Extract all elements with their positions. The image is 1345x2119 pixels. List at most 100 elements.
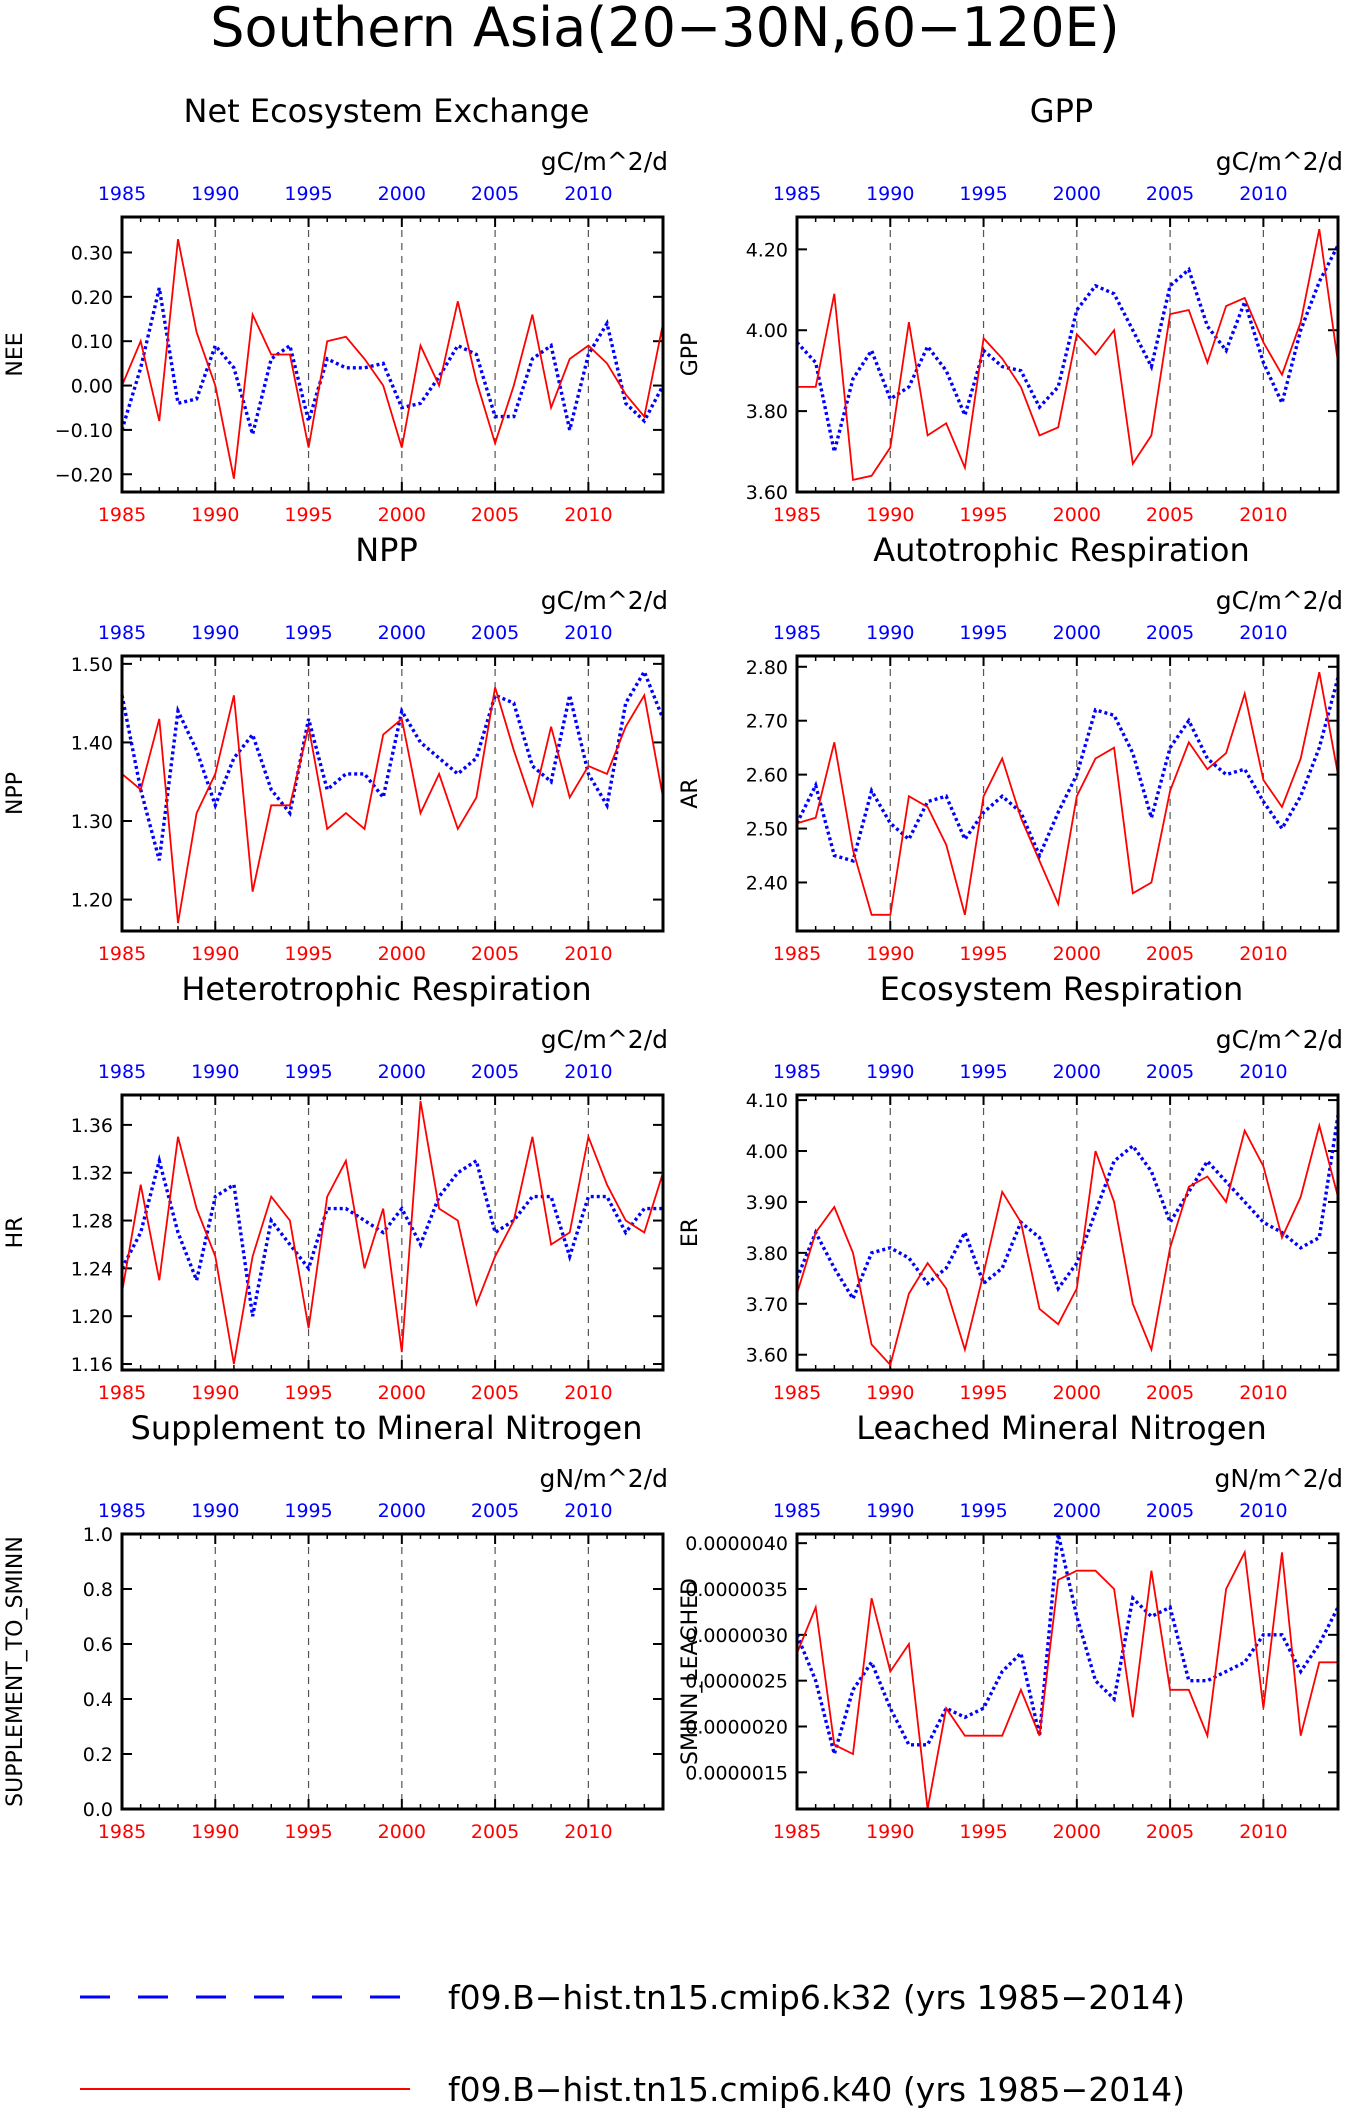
figure-title: Southern Asia(20−30N,60−120E) <box>210 0 1119 59</box>
chart-6-xtick-label-bottom-0: 1985 <box>98 1821 146 1843</box>
chart-4-xtick-label-top-1: 1990 <box>191 1061 239 1083</box>
chart-3-ytick-label-2: 2.60 <box>746 765 788 787</box>
chart-7-ytick-label-0: 0.0000015 <box>685 1762 788 1784</box>
chart-4-ytick-label-2: 1.24 <box>71 1258 113 1280</box>
chart-3-ytick-label-1: 2.50 <box>746 819 788 841</box>
chart-7-units: gN/m^2/d <box>1215 1464 1344 1493</box>
chart-1-xtick-label-bottom-5: 2010 <box>1239 504 1287 526</box>
chart-5-xtick-label-top-5: 2010 <box>1239 1061 1287 1083</box>
chart-7-ylabel: SMINN_LEACHED <box>678 1578 703 1765</box>
chart-1-ytick-label-1: 3.80 <box>746 401 788 423</box>
chart-4-xtick-label-top-3: 2000 <box>378 1061 426 1083</box>
chart-3-xtick-label-bottom-4: 2005 <box>1146 943 1194 965</box>
chart-6-ytick-label-4: 0.8 <box>83 1579 113 1601</box>
chart-2-title: NPP <box>355 531 418 569</box>
chart-6-ytick-label-2: 0.4 <box>83 1689 113 1711</box>
chart-1-ytick-label-0: 3.60 <box>746 482 788 504</box>
chart-0-xtick-label-bottom-3: 2000 <box>378 504 426 526</box>
chart-2-xtick-label-top-5: 2010 <box>564 622 612 644</box>
chart-1-frame <box>795 215 1340 494</box>
chart-6-ytick-label-1: 0.2 <box>83 1744 113 1766</box>
chart-4-xtick-label-top-2: 1995 <box>284 1061 332 1083</box>
chart-6-xtick-label-top-2: 1995 <box>284 1500 332 1522</box>
chart-4-xtick-label-bottom-3: 2000 <box>378 1382 426 1404</box>
chart-6-xtick-label-top-4: 2005 <box>471 1500 519 1522</box>
chart-1-ytick-label-3: 4.20 <box>746 239 788 261</box>
chart-1-xtick-label-bottom-0: 1985 <box>773 504 821 526</box>
chart-0-xtick-label-top-3: 2000 <box>378 183 426 205</box>
chart-7-xtick-label-bottom-2: 1995 <box>959 1821 1007 1843</box>
chart-4-xtick-label-bottom-2: 1995 <box>284 1382 332 1404</box>
chart-6-xtick-label-top-1: 1990 <box>191 1500 239 1522</box>
chart-2-xtick-label-top-4: 2005 <box>471 622 519 644</box>
chart-1-xtick-label-top-2: 1995 <box>959 183 1007 205</box>
chart-5-title: Ecosystem Respiration <box>880 970 1244 1008</box>
chart-1-units: gC/m^2/d <box>1216 147 1343 176</box>
chart-3-xtick-label-top-5: 2010 <box>1239 622 1287 644</box>
chart-6-xtick-label-top-3: 2000 <box>378 1500 426 1522</box>
chart-1-xtick-label-bottom-4: 2005 <box>1146 504 1194 526</box>
chart-4-ytick-label-1: 1.20 <box>71 1306 113 1328</box>
chart-4-title: Heterotrophic Respiration <box>181 970 591 1008</box>
chart-2-xtick-label-bottom-2: 1995 <box>284 943 332 965</box>
chart-6-ylabel: SUPPLEMENT_TO_SMINN <box>3 1536 28 1807</box>
chart-0-ytick-label-2: 0.00 <box>71 376 113 398</box>
chart-1-xtick-label-bottom-2: 1995 <box>959 504 1007 526</box>
chart-2-xtick-label-bottom-4: 2005 <box>471 943 519 965</box>
chart-7: Leached Mineral Nitrogen gN/m^2/d SMINN_LE… <box>678 1409 1343 1843</box>
chart-3-ytick-label-4: 2.80 <box>746 657 788 679</box>
chart-5-xtick-label-bottom-5: 2010 <box>1239 1382 1287 1404</box>
chart-0-xtick-label-bottom-1: 1990 <box>191 504 239 526</box>
chart-5-ytick-label-0: 3.60 <box>746 1345 788 1367</box>
chart-2-frame <box>120 654 665 933</box>
chart-1-xtick-label-top-0: 1985 <box>773 183 821 205</box>
chart-4-ylabel: HR <box>3 1217 28 1249</box>
chart-2-xtick-label-top-2: 1995 <box>284 622 332 644</box>
chart-6-xtick-label-bottom-3: 2000 <box>378 1821 426 1843</box>
chart-4-xtick-label-bottom-0: 1985 <box>98 1382 146 1404</box>
chart-2-xtick-label-bottom-5: 2010 <box>564 943 612 965</box>
chart-3-ytick-label-0: 2.40 <box>746 872 788 894</box>
chart-5: Ecosystem Respiration gC/m^2/d ER 1985 1985 1… <box>678 970 1343 1404</box>
chart-6-ytick-label-5: 1.0 <box>83 1524 113 1546</box>
chart-5-xtick-label-top-0: 1985 <box>773 1061 821 1083</box>
chart-3-xtick-label-top-3: 2000 <box>1053 622 1101 644</box>
chart-3-xtick-label-bottom-1: 1990 <box>866 943 914 965</box>
chart-5-xtick-label-bottom-0: 1985 <box>773 1382 821 1404</box>
chart-5-ytick-label-4: 4.00 <box>746 1141 788 1163</box>
chart-4-xtick-label-bottom-4: 2005 <box>471 1382 519 1404</box>
chart-3-xtick-label-bottom-0: 1985 <box>773 943 821 965</box>
chart-3-frame <box>795 654 1340 933</box>
chart-1-xtick-label-bottom-1: 1990 <box>866 504 914 526</box>
chart-5-series-0-line <box>795 1115 1340 1303</box>
chart-7-xtick-label-top-0: 1985 <box>773 1500 821 1522</box>
chart-0-xtick-label-top-4: 2005 <box>471 183 519 205</box>
chart-2: NPP gC/m^2/d NPP 1985 1985 1990 1990 1995 1995 20… <box>3 531 668 965</box>
chart-4-ytick-label-0: 1.16 <box>71 1354 113 1376</box>
chart-1-series-0-line <box>795 244 1340 453</box>
chart-7-xtick-label-top-3: 2000 <box>1053 1500 1101 1522</box>
chart-7-xtick-label-top-5: 2010 <box>1239 1500 1287 1522</box>
chart-0-xtick-label-top-1: 1990 <box>191 183 239 205</box>
chart-7-ytick-label-3: 0.0000030 <box>685 1625 788 1647</box>
chart-4-xtick-label-top-4: 2005 <box>471 1061 519 1083</box>
chart-7-ytick-label-5: 0.0000040 <box>685 1533 788 1555</box>
chart-1-xtick-label-bottom-3: 2000 <box>1053 504 1101 526</box>
chart-3-ytick-label-3: 2.70 <box>746 711 788 733</box>
panels-group: Net Ecosystem Exchange gC/m^2/d NEE 1985 198… <box>3 92 1343 1843</box>
chart-2-xtick-label-top-3: 2000 <box>378 622 426 644</box>
chart-6: Supplement to Mineral Nitrogen gN/m^2/d SU… <box>3 1409 668 1843</box>
chart-0-series-1-line <box>121 239 664 479</box>
legend-label-1: f09.B−hist.tn15.cmip6.k40 (yrs 1985−2014… <box>448 2070 1185 2109</box>
chart-5-xtick-label-top-3: 2000 <box>1053 1061 1101 1083</box>
chart-3-series-1-line <box>796 672 1339 916</box>
chart-3: Autotrophic Respiration gC/m^2/d AR 1985 198… <box>678 531 1343 965</box>
chart-1-ytick-label-2: 4.00 <box>746 320 788 342</box>
chart-4-ytick-label-4: 1.32 <box>71 1163 113 1185</box>
chart-6-xtick-label-bottom-2: 1995 <box>284 1821 332 1843</box>
chart-4-frame <box>120 1093 665 1372</box>
chart-6-ytick-label-0: 0.0 <box>83 1799 113 1821</box>
chart-4-xtick-label-bottom-5: 2010 <box>564 1382 612 1404</box>
chart-0-xtick-label-top-0: 1985 <box>98 183 146 205</box>
